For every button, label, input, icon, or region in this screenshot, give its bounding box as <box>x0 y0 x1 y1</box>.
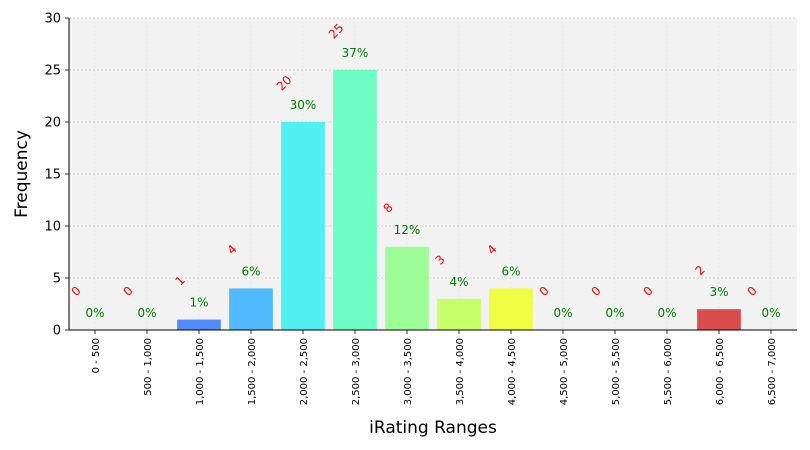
percent-label: 0% <box>85 306 104 320</box>
x-tick-label: 1,500 - 2,000 <box>247 338 258 405</box>
bar <box>281 122 325 330</box>
y-axis-ticks: 0 5 10 15 20 25 30 <box>44 12 69 339</box>
y-tick-label: 15 <box>44 168 61 183</box>
bar <box>697 309 741 330</box>
x-tick-label: 2,500 - 3,000 <box>351 338 362 405</box>
percent-label: 0% <box>657 306 676 320</box>
percent-label: 0% <box>761 306 780 320</box>
percent-label: 6% <box>241 264 260 278</box>
x-tick-label: 0 - 500 <box>91 338 102 373</box>
bar <box>177 319 221 330</box>
bars <box>177 70 741 330</box>
y-tick-label: 0 <box>53 324 61 339</box>
x-tick-label: 500 - 1,000 <box>143 338 154 396</box>
bar <box>333 70 377 330</box>
y-axis-title: Frequency <box>12 130 32 218</box>
x-tick-label: 6,000 - 6,500 <box>715 338 726 405</box>
percent-label: 0% <box>137 306 156 320</box>
y-tick-label: 5 <box>53 272 61 287</box>
percent-label: 6% <box>501 264 520 278</box>
percent-label: 12% <box>394 223 421 237</box>
bar <box>229 288 273 330</box>
x-tick-label: 3,000 - 3,500 <box>403 338 414 405</box>
percent-label: 0% <box>553 306 572 320</box>
x-tick-label: 1,000 - 1,500 <box>195 338 206 405</box>
x-tick-label: 5,000 - 5,500 <box>611 338 622 405</box>
percent-label: 37% <box>342 46 369 60</box>
x-tick-label: 4,500 - 5,000 <box>559 338 570 405</box>
bar <box>385 246 429 330</box>
x-axis-title: iRating Ranges <box>369 418 497 438</box>
x-axis-ticks: 0 - 500 500 - 1,000 1,000 - 1,500 1,500 - 2… <box>91 330 778 405</box>
y-tick-label: 30 <box>44 12 61 27</box>
x-tick-label: 5,500 - 6,000 <box>663 338 674 405</box>
percent-label: 0% <box>605 306 624 320</box>
x-tick-label: 4,000 - 4,500 <box>507 338 518 405</box>
percent-label: 30% <box>290 98 317 112</box>
y-tick-label: 10 <box>44 220 61 235</box>
y-tick-label: 20 <box>44 116 61 131</box>
x-tick-label: 2,000 - 2,500 <box>299 338 310 405</box>
percent-label: 1% <box>189 296 208 310</box>
percent-label: 3% <box>709 285 728 299</box>
x-tick-label: 3,500 - 4,000 <box>455 338 466 405</box>
y-tick-label: 25 <box>44 64 61 79</box>
x-tick-label: 6,500 - 7,000 <box>767 338 778 405</box>
percent-label: 4% <box>449 275 468 289</box>
bar <box>437 298 481 330</box>
bar <box>489 288 533 330</box>
